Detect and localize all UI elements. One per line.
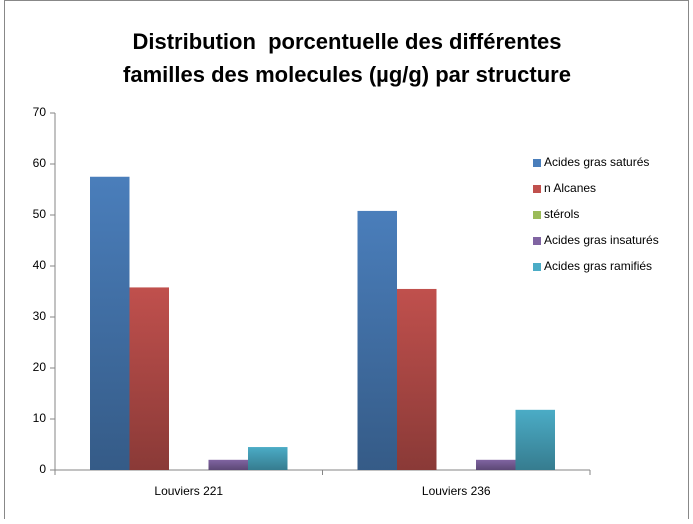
y-tick-label: 40 [33, 258, 47, 272]
chart-border [4, 0, 689, 524]
bar [397, 288, 437, 470]
bar [129, 287, 169, 470]
y-tick-label: 0 [39, 462, 46, 476]
legend-label: Acides gras ramifiés [544, 259, 652, 273]
bar [357, 210, 397, 471]
legend-marker [533, 159, 541, 167]
legend-label: Acides gras insaturés [544, 233, 659, 247]
legend-label: stérols [544, 207, 579, 221]
x-tick-label: Louviers 236 [422, 484, 491, 498]
bar [515, 409, 555, 470]
legend-marker [533, 185, 541, 193]
legend-marker [533, 211, 541, 219]
y-tick-label: 70 [33, 105, 47, 119]
legend-marker [533, 263, 541, 271]
y-tick-label: 60 [33, 156, 47, 170]
legend-label: n Alcanes [544, 181, 596, 195]
bar [476, 459, 516, 470]
y-tick-label: 10 [33, 411, 47, 425]
legend-marker [533, 237, 541, 245]
x-tick-label: Louviers 221 [154, 484, 223, 498]
bar [248, 447, 288, 470]
chart-title: Distribution porcentuelle des différente… [132, 29, 561, 54]
chart-title: familles des molecules (µg/g) par struct… [123, 62, 571, 87]
bar [90, 176, 130, 470]
bar [208, 459, 248, 470]
legend-label: Acides gras saturés [544, 155, 649, 169]
y-tick-label: 20 [33, 360, 47, 374]
y-tick-label: 30 [33, 309, 47, 323]
y-tick-label: 50 [33, 207, 47, 221]
